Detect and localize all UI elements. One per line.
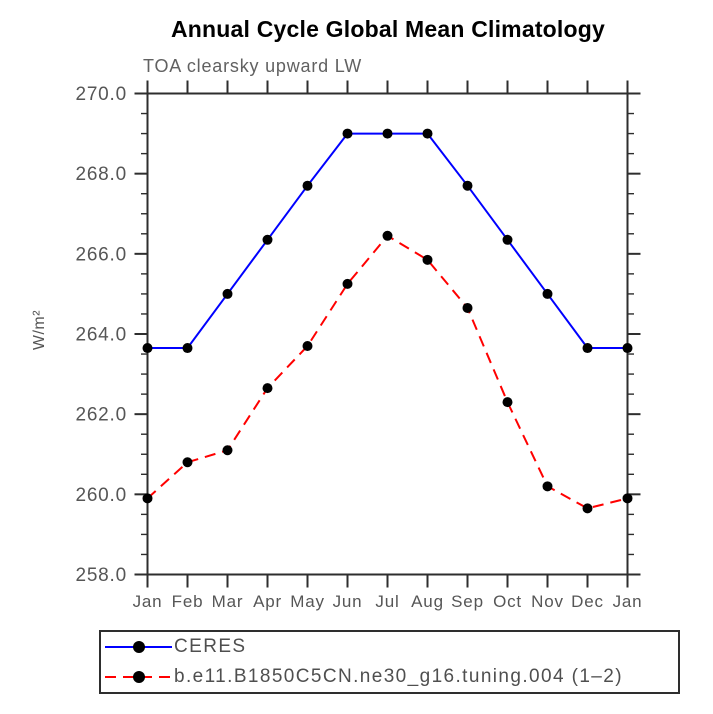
series-marker xyxy=(622,343,633,354)
series-marker xyxy=(502,397,513,408)
y-tick-label: 266.0 xyxy=(75,244,127,265)
legend-label-ceres: CERES xyxy=(174,636,247,657)
series-marker xyxy=(222,288,233,299)
series-marker xyxy=(382,128,393,139)
legend-item-model: b.e11.B1850C5CN.ne30_g16.tuning.004 (1–2… xyxy=(105,662,678,692)
series-line-model xyxy=(146,234,628,510)
x-tick-label: Apr xyxy=(253,592,282,611)
x-tick-label: Oct xyxy=(493,592,522,611)
x-tick-label: Nov xyxy=(531,592,564,611)
x-tick-label: Jun xyxy=(333,592,363,611)
series-marker xyxy=(542,288,553,299)
series-marker xyxy=(462,180,473,191)
series-line-ceres xyxy=(147,132,628,350)
y-tick-label: 262.0 xyxy=(75,405,127,426)
series-marker xyxy=(182,343,193,354)
y-tick-label: 270.0 xyxy=(75,84,127,105)
series-marker xyxy=(262,383,273,394)
series-marker xyxy=(422,254,433,265)
series-marker xyxy=(502,234,513,245)
series-marker xyxy=(382,230,393,241)
series-marker xyxy=(302,180,313,191)
series-marker xyxy=(262,234,273,245)
y-tick-label: 258.0 xyxy=(75,565,127,586)
series-marker xyxy=(422,128,433,139)
x-tick-label: Aug xyxy=(411,592,444,611)
series-marker xyxy=(342,278,353,289)
series-marker xyxy=(582,503,593,514)
legend-label-model: b.e11.B1850C5CN.ne30_g16.tuning.004 (1–2… xyxy=(174,666,623,687)
x-tick-label: Mar xyxy=(212,592,244,611)
x-tick-label: Jul xyxy=(375,592,399,611)
plot-frame xyxy=(146,92,629,576)
legend: CERES b.e11.B1850C5CN.ne30_g16.tuning.00… xyxy=(99,630,680,694)
legend-marker-dot xyxy=(133,671,145,683)
series-marker xyxy=(342,128,353,139)
series-marker xyxy=(582,343,593,354)
series-marker xyxy=(142,493,153,504)
x-tick-label: Feb xyxy=(172,592,204,611)
legend-sample-dashed xyxy=(105,671,172,683)
x-tick-label: May xyxy=(290,592,325,611)
y-tick-label: 268.0 xyxy=(75,164,127,185)
series-marker xyxy=(462,302,473,313)
chart-title: Annual Cycle Global Mean Climatology xyxy=(170,16,606,42)
x-tick-label: Jan xyxy=(133,592,163,611)
series-marker xyxy=(542,481,553,492)
legend-sample-solid xyxy=(105,641,172,653)
series-marker xyxy=(302,341,313,352)
x-tick-label: Jan xyxy=(613,592,643,611)
series-marker xyxy=(222,445,233,456)
y-tick-label: 264.0 xyxy=(75,325,127,346)
legend-marker-dot xyxy=(133,641,145,653)
series-marker xyxy=(142,343,153,354)
series-marker xyxy=(622,493,633,504)
legend-item-ceres: CERES xyxy=(105,632,678,662)
x-tick-label: Dec xyxy=(571,592,604,611)
x-tick-label: Sep xyxy=(451,592,484,611)
series-marker xyxy=(182,457,193,468)
chart-subtitle: TOA clearsky upward LW xyxy=(143,56,363,76)
y-tick-label: 260.0 xyxy=(75,485,127,506)
